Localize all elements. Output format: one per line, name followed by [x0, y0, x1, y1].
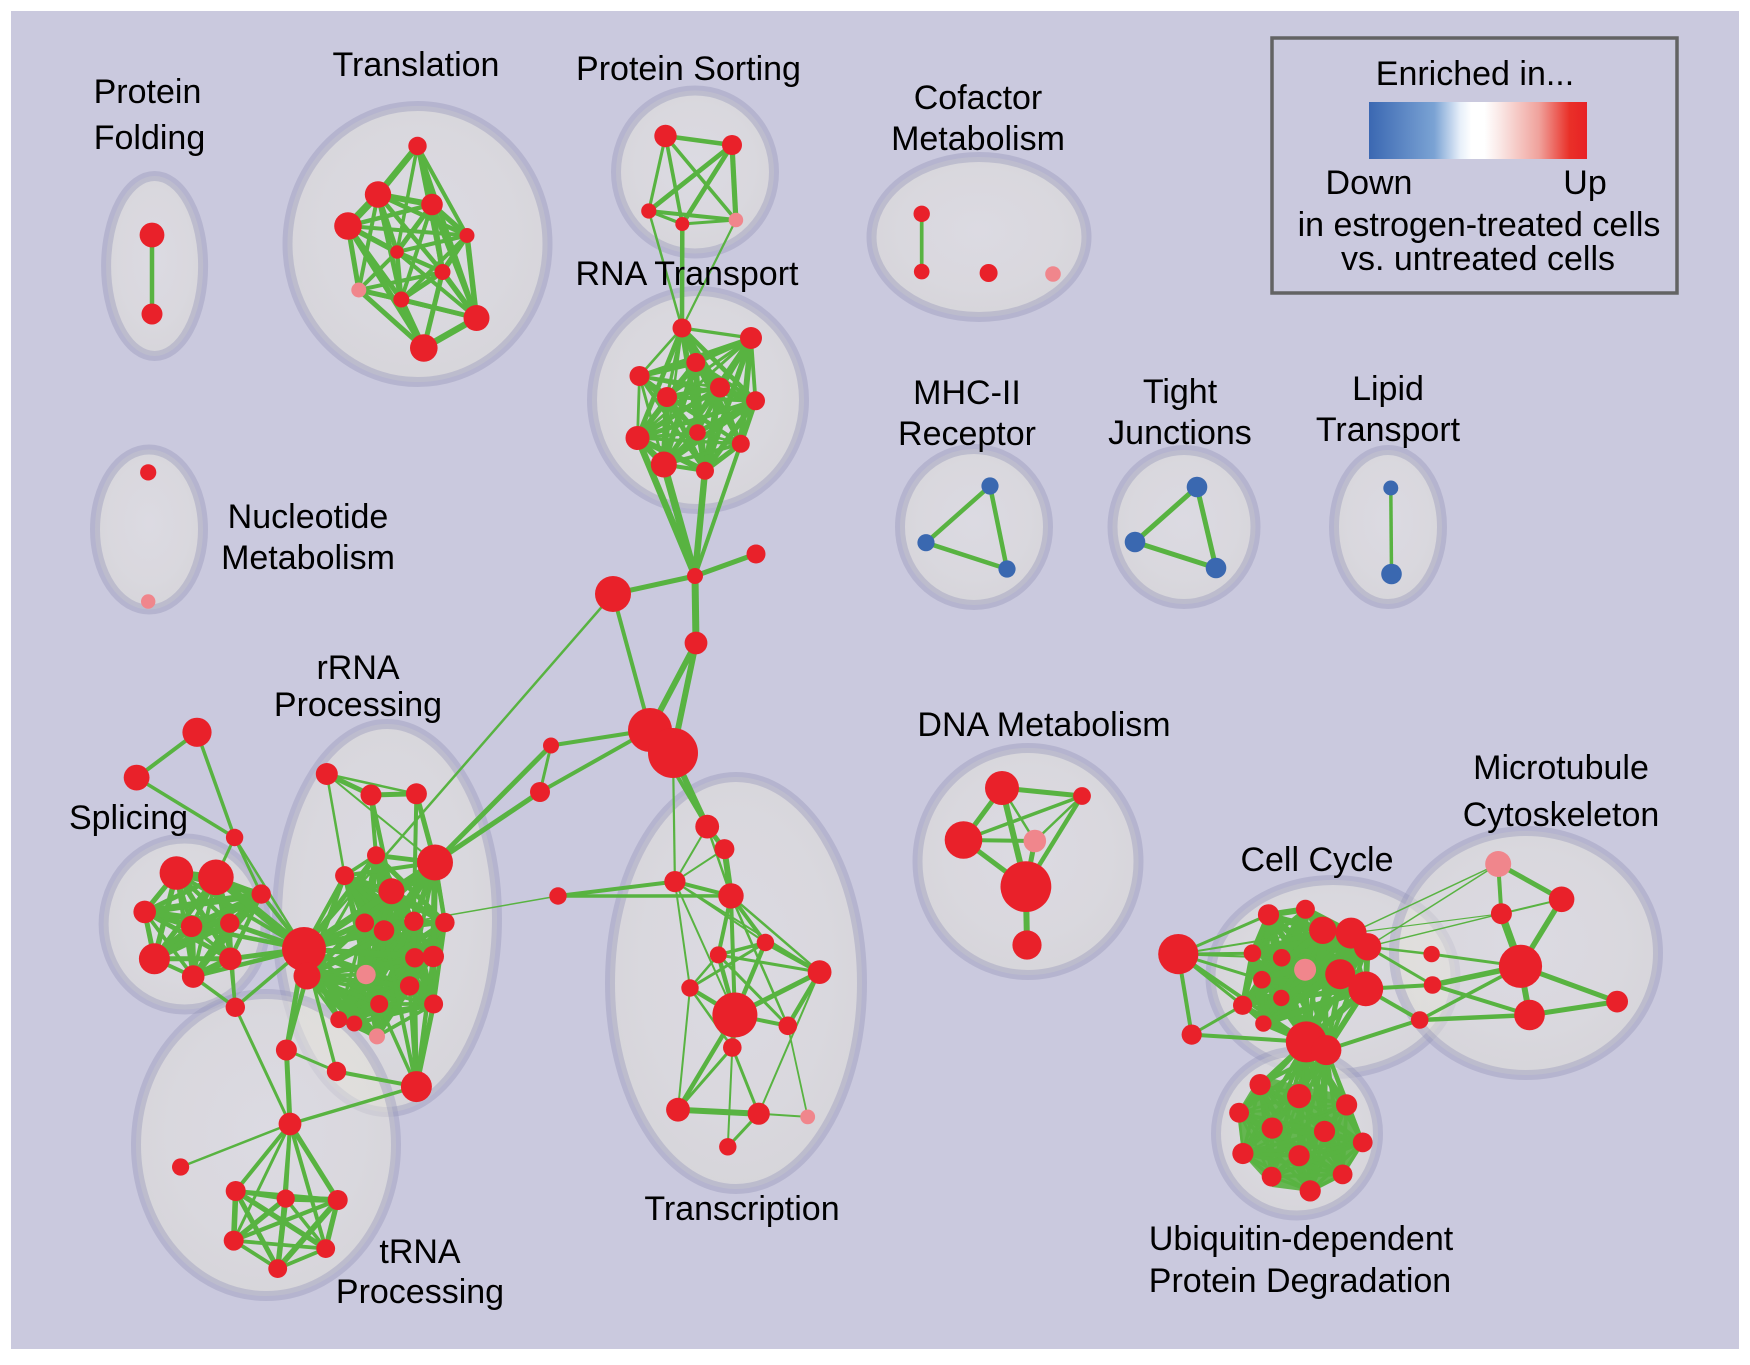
svg-text:Up: Up: [1563, 164, 1606, 202]
svg-text:DNA Metabolism: DNA Metabolism: [917, 706, 1170, 744]
svg-text:tRNA: tRNA: [379, 1233, 461, 1271]
svg-text:Lipid: Lipid: [1352, 370, 1424, 408]
svg-text:Microtubule: Microtubule: [1473, 749, 1649, 787]
svg-text:Protein Sorting: Protein Sorting: [576, 50, 801, 88]
svg-text:Transport: Transport: [1316, 411, 1461, 449]
svg-text:rRNA: rRNA: [316, 649, 399, 687]
svg-text:Folding: Folding: [94, 119, 206, 157]
svg-text:Translation: Translation: [333, 46, 500, 84]
svg-text:in estrogen-treated cells: in estrogen-treated cells: [1298, 206, 1661, 244]
svg-text:Processing: Processing: [274, 686, 442, 724]
svg-text:Cell Cycle: Cell Cycle: [1240, 841, 1393, 879]
svg-text:Receptor: Receptor: [898, 415, 1036, 453]
svg-text:vs. untreated cells: vs. untreated cells: [1341, 240, 1615, 278]
svg-text:Splicing: Splicing: [69, 799, 188, 837]
svg-text:Enriched in...: Enriched in...: [1376, 55, 1574, 93]
svg-text:Metabolism: Metabolism: [221, 539, 395, 577]
svg-text:Junctions: Junctions: [1108, 414, 1252, 452]
svg-text:Cofactor: Cofactor: [914, 79, 1043, 117]
svg-text:Protein: Protein: [94, 73, 202, 111]
svg-text:MHC-II: MHC-II: [913, 374, 1021, 412]
svg-text:Ubiquitin-dependent: Ubiquitin-dependent: [1149, 1220, 1454, 1258]
svg-text:Nucleotide: Nucleotide: [228, 498, 389, 536]
svg-text:Down: Down: [1326, 164, 1413, 202]
svg-text:Metabolism: Metabolism: [891, 120, 1065, 158]
svg-text:Tight: Tight: [1143, 373, 1218, 411]
svg-text:RNA Transport: RNA Transport: [576, 255, 800, 293]
svg-text:Processing: Processing: [336, 1273, 504, 1311]
svg-text:Cytoskeleton: Cytoskeleton: [1463, 796, 1660, 834]
svg-text:Transcription: Transcription: [644, 1190, 839, 1228]
svg-text:Protein Degradation: Protein Degradation: [1149, 1262, 1451, 1300]
